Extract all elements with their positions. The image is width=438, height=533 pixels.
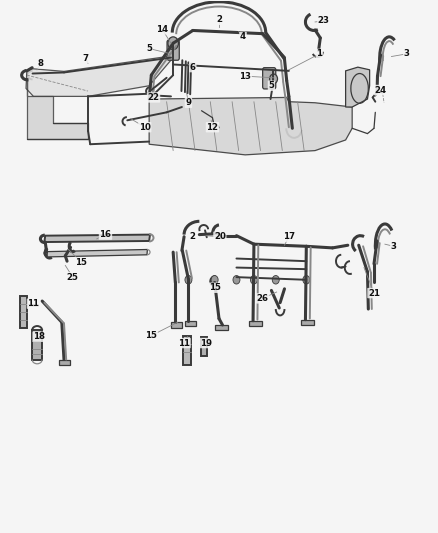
Text: 4: 4 <box>240 33 246 42</box>
Text: 15: 15 <box>208 283 221 292</box>
Text: 10: 10 <box>139 123 151 132</box>
Text: 2: 2 <box>190 232 196 241</box>
Text: 23: 23 <box>318 17 330 26</box>
Polygon shape <box>183 336 191 365</box>
Polygon shape <box>249 321 262 326</box>
Text: 19: 19 <box>200 338 212 348</box>
Text: 13: 13 <box>239 71 251 80</box>
Text: 11: 11 <box>28 299 39 308</box>
Polygon shape <box>149 98 352 155</box>
Text: 3: 3 <box>404 50 410 58</box>
Text: 24: 24 <box>374 85 387 94</box>
Polygon shape <box>346 67 370 107</box>
Polygon shape <box>47 249 148 257</box>
Text: 20: 20 <box>214 232 226 241</box>
Text: 26: 26 <box>257 294 268 303</box>
Text: 6: 6 <box>190 63 196 71</box>
Text: 3: 3 <box>391 242 397 251</box>
Circle shape <box>233 276 240 284</box>
Polygon shape <box>215 325 228 330</box>
Polygon shape <box>32 330 42 360</box>
Circle shape <box>270 74 278 84</box>
Text: 5: 5 <box>146 44 152 53</box>
Text: 14: 14 <box>156 25 168 34</box>
Circle shape <box>303 276 310 284</box>
Polygon shape <box>27 78 88 139</box>
Polygon shape <box>26 56 173 96</box>
FancyBboxPatch shape <box>263 68 276 89</box>
Polygon shape <box>44 235 150 242</box>
Polygon shape <box>201 337 207 356</box>
Text: 15: 15 <box>75 258 88 266</box>
Text: 25: 25 <box>67 273 79 281</box>
Text: 8: 8 <box>38 59 44 68</box>
Text: 18: 18 <box>33 332 45 341</box>
Text: 22: 22 <box>148 93 159 102</box>
Text: 1: 1 <box>316 50 322 58</box>
FancyBboxPatch shape <box>167 40 179 60</box>
Text: 7: 7 <box>83 54 89 62</box>
Circle shape <box>272 276 279 284</box>
Circle shape <box>168 37 178 50</box>
Polygon shape <box>185 321 196 326</box>
Circle shape <box>251 276 258 284</box>
Text: 21: 21 <box>368 288 380 297</box>
Text: 12: 12 <box>206 123 219 132</box>
Text: 17: 17 <box>283 232 295 241</box>
Polygon shape <box>171 322 182 328</box>
Text: 5: 5 <box>268 81 274 90</box>
Circle shape <box>185 276 192 284</box>
Polygon shape <box>301 320 314 325</box>
Text: 15: 15 <box>145 331 157 340</box>
Text: 16: 16 <box>99 230 112 239</box>
Text: 9: 9 <box>185 98 191 107</box>
Polygon shape <box>59 360 70 365</box>
Circle shape <box>211 276 218 284</box>
Text: 11: 11 <box>178 338 190 348</box>
Text: 2: 2 <box>216 15 222 25</box>
Polygon shape <box>20 296 27 328</box>
